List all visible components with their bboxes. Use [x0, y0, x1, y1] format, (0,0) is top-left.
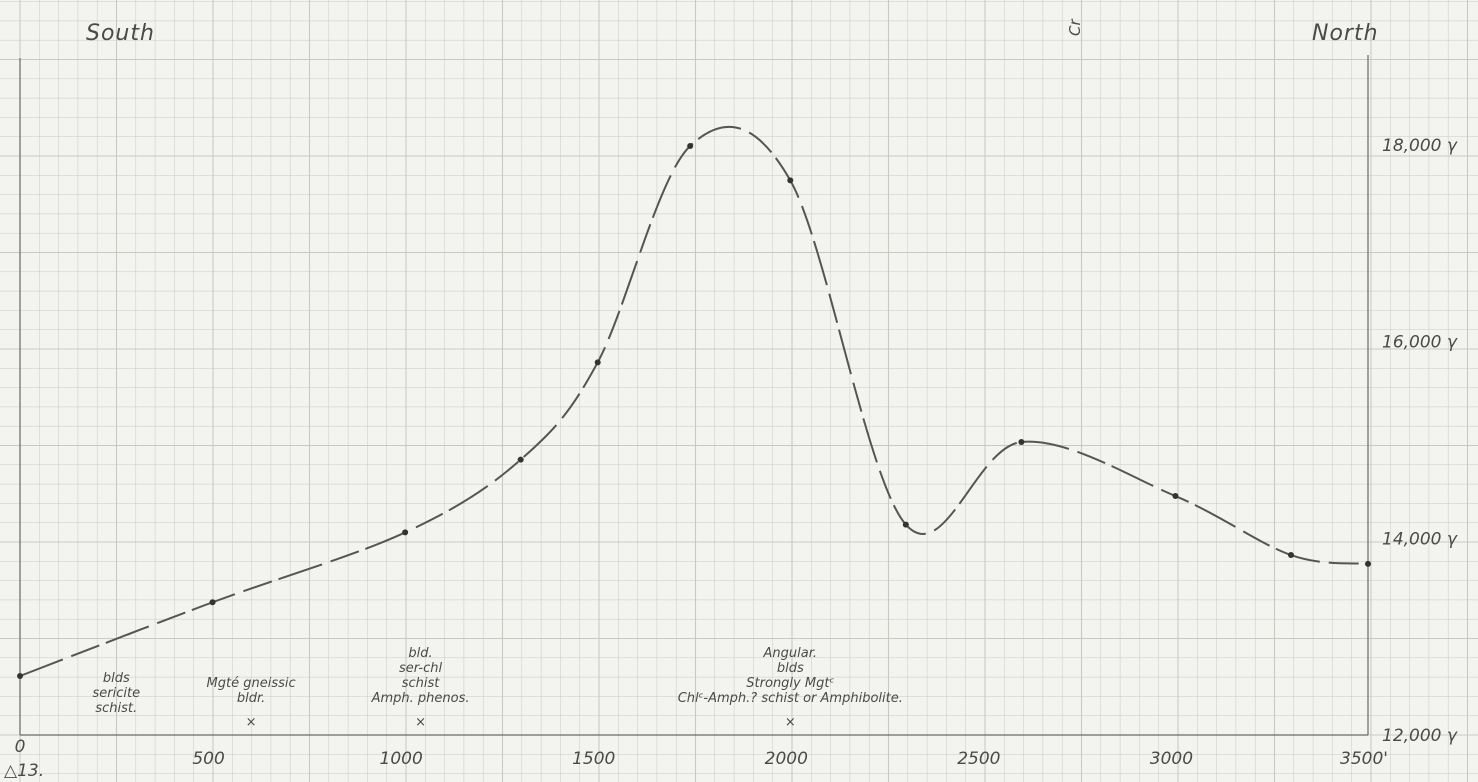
y-tick-label: 12,000 γ — [1382, 726, 1458, 746]
y-tick-labels: 12,000 γ 14,000 γ 16,000 γ 18,000 γ — [1382, 136, 1458, 746]
profile-line — [19, 125, 1369, 677]
data-point — [1172, 493, 1179, 500]
data-point — [687, 142, 694, 149]
annotation-text: Angular. — [763, 646, 818, 661]
data-points — [17, 142, 1371, 679]
annotation-text: schist. — [95, 701, 137, 716]
annotation-text: Mgté gneissic — [207, 676, 296, 691]
x-tick-labels: 500 1000 1500 2000 2500 3000 3500' — [192, 749, 1388, 769]
header-right: North — [1312, 21, 1379, 46]
sample-marker-icon: × — [785, 715, 796, 730]
data-point — [787, 177, 794, 184]
y-tick-label: 14,000 γ — [1382, 529, 1458, 549]
data-point — [1287, 552, 1294, 559]
annotation-text: schist — [402, 676, 441, 691]
data-point — [517, 456, 524, 463]
x-tick-label: 1000 — [380, 749, 423, 769]
sample-marker-icon: × — [246, 715, 257, 730]
data-point — [594, 359, 601, 366]
header-left: South — [86, 21, 155, 46]
x-tick-label: 2000 — [765, 749, 808, 769]
sample-marker-icon: × — [415, 715, 426, 730]
annotation-text: bldr. — [237, 691, 265, 706]
x-tick-label: 500 — [192, 749, 224, 769]
annotation-text: blds — [777, 661, 804, 676]
data-point — [402, 529, 409, 536]
station-label: △13. — [4, 761, 44, 781]
y-tick-label: 16,000 γ — [1382, 333, 1458, 353]
annotation-text: Chlᶜ-Amph.? schist or Amphibolite. — [678, 691, 903, 706]
annotation-text: Amph. phenos. — [371, 691, 470, 706]
annotation-text: ser-chl — [399, 661, 442, 676]
data-point — [1365, 560, 1371, 567]
x-tick-label: 1500 — [572, 749, 615, 769]
data-point — [902, 521, 909, 528]
data-point — [209, 599, 216, 606]
data-point — [1018, 438, 1025, 445]
x-tick-label: 2500 — [957, 749, 1000, 769]
origin-label: 0 — [15, 737, 26, 757]
y-tick-label: 18,000 γ — [1382, 136, 1458, 156]
data-point — [17, 673, 23, 679]
annotation-text: bld. — [408, 646, 432, 661]
annotation-text: sericite — [92, 686, 140, 701]
x-tick-label: 3500' — [1340, 749, 1388, 769]
annotation-text: Strongly Mgtᶜ — [746, 676, 834, 691]
corner-note: Cr — [1066, 19, 1084, 36]
x-tick-label: 3000 — [1150, 749, 1193, 769]
annotation-text: blds — [103, 671, 130, 686]
